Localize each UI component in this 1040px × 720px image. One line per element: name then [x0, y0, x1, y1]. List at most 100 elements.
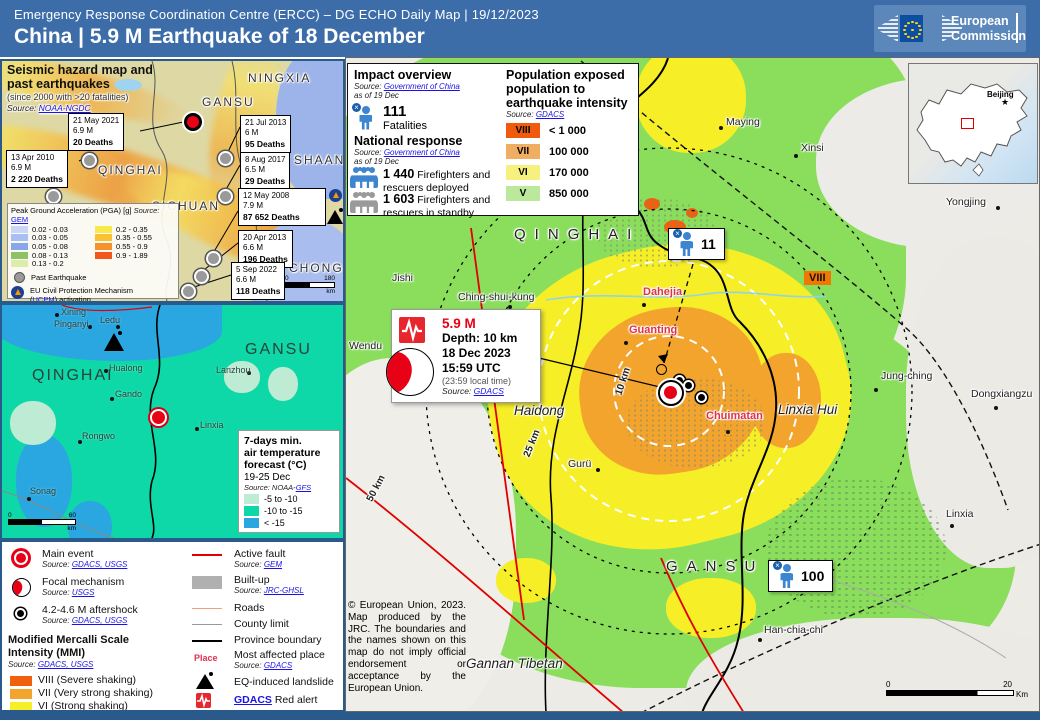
hazard-scalebar: 0 180 km: [285, 275, 335, 295]
place-label: Maying: [726, 116, 760, 128]
temp-city: Hualong: [109, 363, 143, 373]
source-links[interactable]: GDACS, USGS: [37, 660, 94, 670]
mmi-title: Modified Mercalli Scale Intensity (MMI) …: [8, 634, 130, 670]
place-label: Jung-ching: [881, 370, 933, 382]
temp-legend: 7-days min. air temperature forecast (°C…: [238, 429, 340, 533]
mmi-swatch: [10, 701, 32, 710]
source-links[interactable]: GEM: [263, 560, 283, 570]
legend-most-affected: Place Most affected place Source: GDACS: [194, 649, 325, 671]
ucpm-link[interactable]: UCPM: [32, 294, 55, 303]
county-label: Linxia Hui: [778, 402, 838, 417]
legend-province-boundary: Province boundary: [192, 634, 322, 646]
mmi-vi-area: [496, 558, 556, 603]
past-earthquake-marker: [206, 251, 221, 266]
pga-classes: 0.02 - 0.03 0.03 - 0.05 0.05 - 0.08 0.08…: [11, 225, 175, 268]
place-label: Linxia: [946, 508, 974, 520]
beijing-star-icon: ★: [1001, 97, 1010, 107]
mmi-swatch: [10, 675, 32, 686]
past-earthquake-label: Past Earthquake: [31, 272, 87, 282]
population-source-link[interactable]: GDACS: [535, 110, 565, 119]
fatality-person-icon: [773, 561, 794, 588]
legend-landslide: EQ-induced landslide: [192, 672, 334, 689]
past-earthquake-marker: [82, 153, 97, 168]
affected-place-label: Dahejia: [643, 286, 683, 298]
county-limit-icon: [192, 624, 222, 625]
main-event-icon: [14, 551, 28, 565]
rescuers-deployed-icon: [350, 167, 378, 189]
impact-overview-box: Impact overview Source: Government of Ch…: [347, 63, 639, 219]
source-links[interactable]: JRC-GHSL: [263, 586, 304, 596]
temp-mild-area: [224, 361, 260, 393]
source-links[interactable]: USGS: [71, 588, 95, 598]
most-affected-place-icon: Place: [194, 653, 218, 663]
legend-roads: Roads: [192, 602, 264, 614]
place-label: Dongxiangzu: [971, 388, 1033, 400]
temp-city: Sonag: [30, 486, 57, 496]
china-outline: [916, 83, 1028, 177]
place-label: Jishi: [392, 272, 414, 284]
region-shaanxi: SHAANXI: [294, 153, 345, 167]
past-earthquake-marker: [218, 151, 233, 166]
legend-county-limit: County limit: [192, 618, 289, 630]
mmi-classes: VIII (Severe shaking) VII (Very strong s…: [10, 674, 153, 710]
past-earthquake-icon: [14, 271, 25, 283]
temp-source-link[interactable]: GFS: [295, 483, 312, 492]
map-legend: Main event Source: GDACS, USGS Focal mec…: [0, 540, 345, 712]
past-earthquake-marker: [194, 269, 209, 284]
nr-source-link[interactable]: Government of China: [383, 148, 460, 157]
legend-builtup: Built-up Source: JRC-GHSL: [192, 574, 304, 595]
affected-place-label: Chuimatan: [706, 410, 763, 422]
pga-source-link[interactable]: GEM: [11, 215, 29, 224]
aftershock-marker: [696, 392, 707, 403]
region-gansu: GANSU: [202, 95, 255, 109]
source-links[interactable]: GDACS, USGS: [71, 616, 128, 626]
hazard-source: Source: NOAA-NGDC: [7, 103, 91, 113]
legend-red-alert: GDACS Red alert: [192, 693, 317, 708]
eu-stars-icon: [911, 28, 915, 32]
hazard-source-link[interactable]: NOAA-NGDC: [38, 103, 91, 113]
terrain-area: [346, 358, 516, 711]
legend-main-event: Main event Source: GDACS, USGS: [12, 548, 127, 569]
seismic-hazard-inset: Seismic hazard map and past earthquakes …: [0, 59, 345, 303]
page-title: China | 5.9 M Earthquake of 18 December: [14, 25, 425, 48]
source-links[interactable]: GDACS: [263, 661, 293, 671]
province-boundary-icon: [192, 640, 222, 642]
hazard-event-callout: 21 Jul 2013 6 M 95 Deaths: [240, 115, 292, 154]
event-source-link[interactable]: GDACS: [473, 386, 504, 396]
place-label: Wendu: [349, 340, 383, 352]
event-date: 18 Dec 2023: [442, 346, 511, 360]
lake: [114, 79, 142, 91]
china-overview-inset: Beijing ★: [908, 63, 1038, 184]
population-rows: VIII < 1 000 VII 100 000 VI 170 000 V 850 00…: [506, 123, 636, 201]
region-chongqing: CHONGQING: [289, 261, 344, 275]
deceased-badge-icon: [352, 102, 361, 112]
temp-swatch: [244, 506, 259, 516]
event-local-time: (23:59 local time): [442, 376, 512, 386]
pop-mmi-swatch: VIII: [506, 123, 540, 138]
deployed-value: 1 440: [383, 167, 415, 181]
rescuers-standby-icon: [350, 192, 378, 214]
aftershock-open-marker: [656, 364, 667, 375]
temp-city: Xining: [61, 307, 87, 317]
pop-mmi-swatch: VI: [506, 165, 540, 180]
gdacs-alert-icon: [399, 317, 425, 343]
hazard-event-callout: 12 May 2008 7.9 M 87 652 Deaths: [238, 188, 343, 227]
landslide-icon: [327, 208, 343, 225]
temperature-inset: QINGHAI GANSU Xining Pinganyi Ledu Hualo…: [0, 303, 345, 540]
ucpm-label: EU Civil Protection Mechanism (UCPM) act…: [30, 285, 133, 303]
hazard-event-callout: 8 Aug 2017 6.5 M 29 Deaths: [240, 152, 291, 191]
county-label: Gannan Tibetan: [466, 656, 563, 671]
source-links[interactable]: GDACS, USGS: [71, 560, 128, 570]
logo-divider: [1016, 13, 1018, 43]
region-ningxia: NINGXIA: [248, 71, 312, 85]
pga-swatch: [95, 251, 112, 259]
temp-region-qinghai: QINGHAI: [32, 367, 114, 384]
hazard-title: Seismic hazard map and past earthquakes: [7, 63, 153, 91]
pga-legend: Peak Ground Acceleration (PGA) [g] Sourc…: [7, 203, 179, 301]
temp-city: Linxia: [200, 420, 224, 430]
impact-source-link[interactable]: Government of China: [383, 82, 460, 91]
fatalities-value: 111: [383, 103, 407, 120]
gdacs-link[interactable]: GDACS: [234, 694, 272, 706]
temp-city: Lanzhou: [216, 365, 251, 375]
mmi-vi-area: [636, 58, 746, 153]
